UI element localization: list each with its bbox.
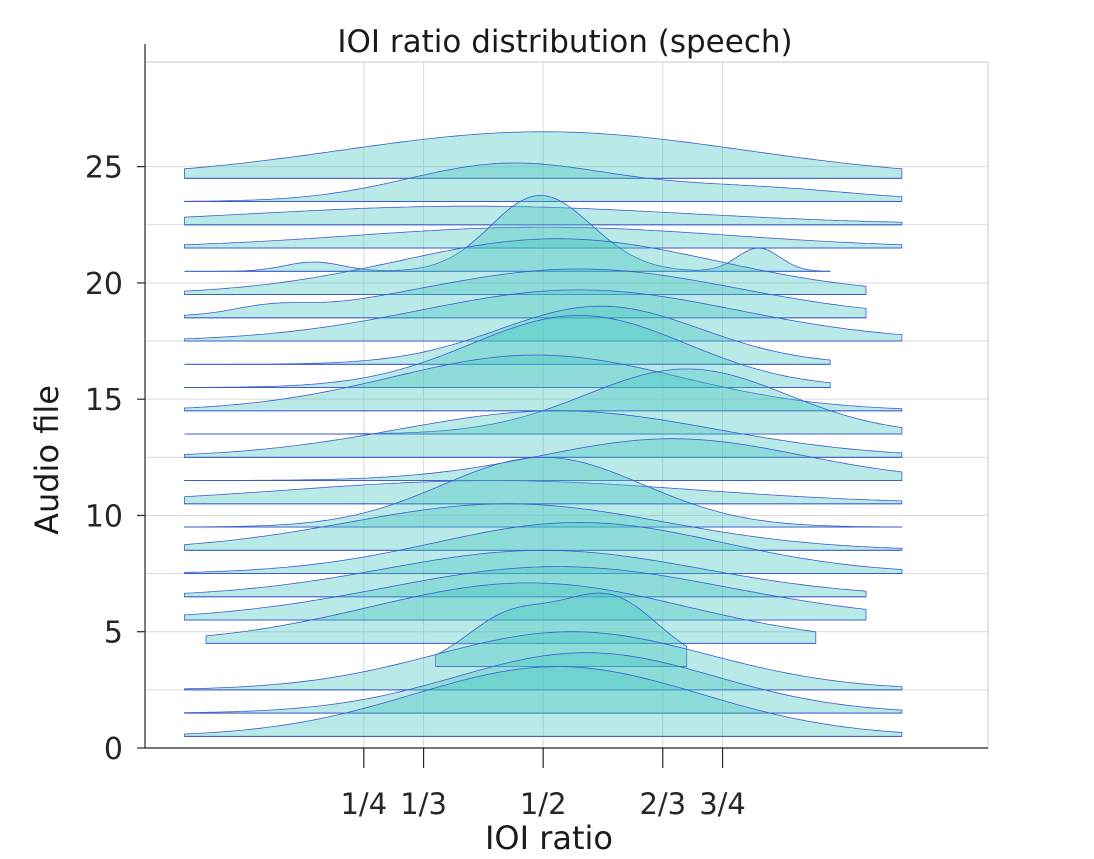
y-tick-label: 25 [85, 151, 123, 186]
x-tick-label: 1/2 [520, 787, 567, 821]
y-tick-label: 0 [104, 732, 123, 767]
ridge-file-13 [184, 410, 903, 458]
ridge-file-18 [184, 289, 903, 342]
x-tick-label: 1/4 [340, 787, 387, 821]
ridge-series [184, 131, 903, 737]
x-tick-label: 3/4 [699, 787, 746, 821]
ridge-file-21 [184, 194, 831, 272]
x-tick-label: 1/3 [400, 787, 447, 821]
ridge-file-7 [184, 549, 867, 598]
ridge-file-16 [184, 315, 831, 388]
ridge-file-25 [184, 131, 903, 179]
y-axis-label: Audio file [28, 385, 66, 535]
ridge-file-2 [184, 652, 903, 714]
ridge-file-3 [184, 631, 903, 691]
ridge-file-10 [184, 456, 903, 528]
ridge-file-23 [184, 205, 903, 226]
ridge-file-5 [205, 582, 817, 644]
chart-title: IOI ratio distribution (speech) [337, 24, 792, 60]
y-tick-label: 5 [104, 616, 123, 651]
ridge-file-11 [184, 480, 903, 505]
x-tick-label: 2/3 [639, 787, 686, 821]
y-tick-label: 15 [85, 383, 123, 418]
ridge-file-12 [184, 438, 903, 481]
ridge-file-4 [435, 592, 688, 667]
axes [144, 44, 988, 749]
y-ticks: 0 5 10 15 20 25 [85, 151, 145, 767]
ridge-file-6 [184, 566, 867, 621]
ridge-file-1 [184, 666, 903, 737]
ridge-file-8 [184, 521, 903, 574]
ridge-file-19 [184, 268, 867, 319]
ridge-file-15 [184, 354, 903, 412]
x-ticks: 1/4 1/3 1/2 2/3 3/4 [340, 748, 746, 821]
y-tick-label: 20 [85, 267, 123, 302]
ridge-file-24 [184, 162, 903, 202]
y-tick-label: 10 [85, 499, 123, 534]
x-axis-label: IOI ratio [485, 819, 613, 857]
ridge-file-9 [184, 503, 903, 551]
ridge-file-17 [184, 305, 831, 365]
ridge-file-22 [184, 226, 903, 249]
